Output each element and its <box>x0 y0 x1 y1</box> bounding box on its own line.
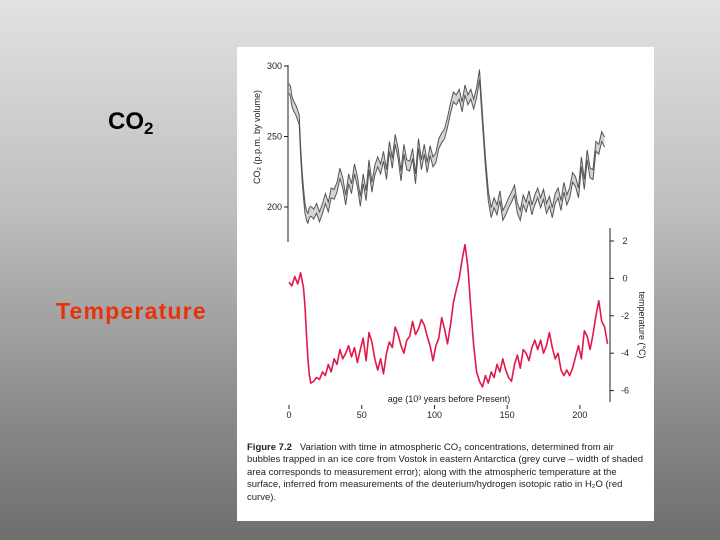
temperature-tick-label: -2 <box>621 311 629 321</box>
figure-caption: Figure 7.2 Variation with time in atmosph… <box>247 442 651 504</box>
age-tick-label: 0 <box>286 410 291 420</box>
caption-line-2: bubbles trapped in an ice core from Vost… <box>247 454 644 466</box>
age-tick-label: 150 <box>500 410 515 420</box>
temperature-tick-label: -4 <box>621 348 629 358</box>
co2-lower-line <box>288 79 606 225</box>
co2-label-subscript: 2 <box>144 119 154 138</box>
age-x-axis-label: age (10³ years before Present) <box>388 394 511 404</box>
caption-line-3: area corresponds to measurement error); … <box>247 466 617 478</box>
caption-line-1-text: Variation with time in atmospheric CO₂ c… <box>299 442 614 453</box>
figure-panel: 200 250 300 CO₂ (p.p.m. by volume) 2 0 -2 -4 -… <box>237 47 654 521</box>
co2-tick-label: 300 <box>267 61 282 71</box>
age-tick-label: 100 <box>427 410 442 420</box>
vostok-chart: 200 250 300 CO₂ (p.p.m. by volume) 2 0 -2 -4 -… <box>252 61 647 420</box>
age-tick-label: 200 <box>572 410 587 420</box>
co2-series <box>288 69 606 225</box>
temperature-tick-label: 2 <box>622 236 627 246</box>
temperature-line <box>288 243 609 388</box>
co2-tick-label: 200 <box>267 202 282 212</box>
age-tick-label: 50 <box>357 410 367 420</box>
co2-tick-label: 250 <box>267 132 282 142</box>
caption-line-1: Figure 7.2 Variation with time in atmosph… <box>247 442 651 454</box>
temperature-series <box>288 243 609 388</box>
caption-line-4: surface, inferred from measurements of t… <box>247 479 623 491</box>
temperature-label: Temperature <box>56 298 207 324</box>
co2-y-axis-label: CO₂ (p.p.m. by volume) <box>252 90 262 184</box>
caption-figure-number: Figure 7.2 <box>247 442 292 453</box>
temperature-tick-label: 0 <box>622 273 627 283</box>
co2-chart: 200 250 300 CO₂ (p.p.m. by volume) <box>252 61 606 242</box>
temperature-y-ticks: 2 0 -2 -4 -6 <box>610 236 629 396</box>
co2-y-ticks: 200 250 300 <box>267 61 288 212</box>
age-x-ticks: 0 50 100 150 200 <box>286 405 587 420</box>
co2-upper-line <box>288 69 606 215</box>
caption-line-5: curve). <box>247 491 277 503</box>
co2-label: CO2 <box>108 108 153 139</box>
temperature-tick-label: -6 <box>621 386 629 396</box>
co2-label-text: CO <box>108 108 144 135</box>
temperature-chart: 2 0 -2 -4 -6 temperature (°C) age (10³ years… <box>286 228 647 420</box>
temperature-y-axis-label: temperature (°C) <box>637 291 647 358</box>
